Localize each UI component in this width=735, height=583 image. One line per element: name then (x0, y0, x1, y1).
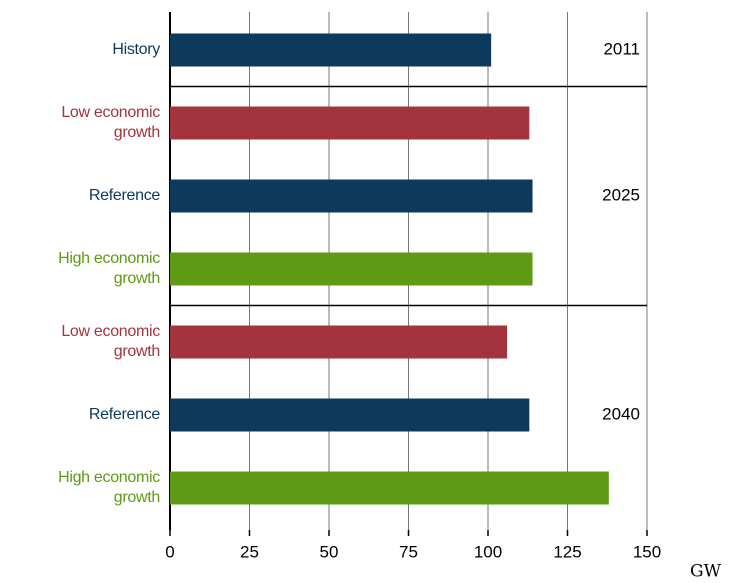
group-label: 2011 (603, 39, 640, 58)
y-tick-label: High economic growth (58, 469, 160, 506)
x-tick-label: 100 (474, 542, 502, 561)
category-label-box: High economic growth (58, 469, 160, 506)
x-tick-label: 25 (240, 542, 259, 561)
x-tick-label: 150 (633, 542, 661, 561)
x-tick-label: 75 (399, 542, 418, 561)
x-tick-label: 125 (553, 542, 581, 561)
category-label-box: Low economic growth (61, 323, 160, 360)
y-tick-label: Reference (88, 406, 160, 423)
bar (170, 179, 533, 213)
y-tick-label: Low economic growth (61, 104, 160, 141)
group-label: 2040 (602, 404, 640, 423)
x-axis-label: GW (690, 562, 722, 582)
category-label-box: Reference (88, 187, 160, 204)
bar (170, 33, 492, 67)
category-label-box: High economic growth (58, 250, 160, 287)
category-label-box: Reference (88, 406, 160, 423)
bar (170, 471, 609, 505)
bar (170, 252, 533, 286)
y-tick-label: High economic growth (58, 250, 160, 287)
bar (170, 398, 530, 432)
x-tick-label: 0 (165, 542, 174, 561)
bar (170, 325, 508, 359)
category-label-box: Low economic growth (61, 104, 160, 141)
y-tick-label: History (112, 41, 160, 58)
group-label: 2025 (602, 185, 640, 204)
y-tick-label: Reference (88, 187, 160, 204)
x-tick-label: 50 (320, 542, 339, 561)
category-label-box: History (112, 41, 160, 58)
bar (170, 106, 530, 140)
y-tick-label: Low economic growth (61, 323, 160, 360)
